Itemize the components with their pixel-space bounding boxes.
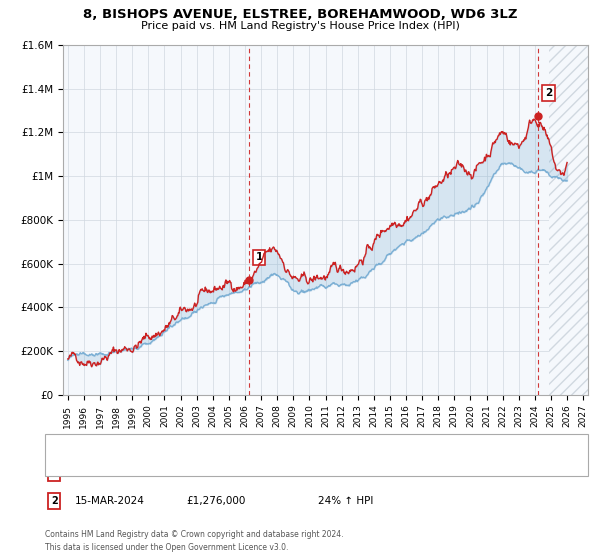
Text: ——: ——: [57, 435, 82, 448]
Text: 8, BISHOPS AVENUE, ELSTREE, BOREHAMWOOD, WD6 3LZ (detached house): 8, BISHOPS AVENUE, ELSTREE, BOREHAMWOOD,…: [81, 437, 426, 446]
Text: ——: ——: [57, 451, 82, 465]
Text: £1,276,000: £1,276,000: [186, 496, 245, 506]
Bar: [550, 45, 591, 395]
Text: 15-MAR-2024: 15-MAR-2024: [75, 496, 145, 506]
Bar: [550, 45, 591, 395]
Text: 24% ↑ HPI: 24% ↑ HPI: [318, 496, 373, 506]
Text: Contains HM Land Registry data © Crown copyright and database right 2024.
This d: Contains HM Land Registry data © Crown c…: [45, 530, 343, 552]
Text: HPI: Average price, detached house, Hertsmere: HPI: Average price, detached house, Hert…: [81, 454, 296, 463]
Text: 8% ↑ HPI: 8% ↑ HPI: [318, 468, 367, 478]
Text: 1: 1: [51, 468, 58, 478]
Text: 2: 2: [51, 496, 58, 506]
Text: £525,000: £525,000: [186, 468, 235, 478]
Text: 03-APR-2006: 03-APR-2006: [75, 468, 142, 478]
Text: Price paid vs. HM Land Registry's House Price Index (HPI): Price paid vs. HM Land Registry's House …: [140, 21, 460, 31]
Text: 8, BISHOPS AVENUE, ELSTREE, BOREHAMWOOD, WD6 3LZ: 8, BISHOPS AVENUE, ELSTREE, BOREHAMWOOD,…: [83, 8, 517, 21]
Text: 1: 1: [256, 252, 263, 262]
Text: 2: 2: [545, 88, 552, 98]
